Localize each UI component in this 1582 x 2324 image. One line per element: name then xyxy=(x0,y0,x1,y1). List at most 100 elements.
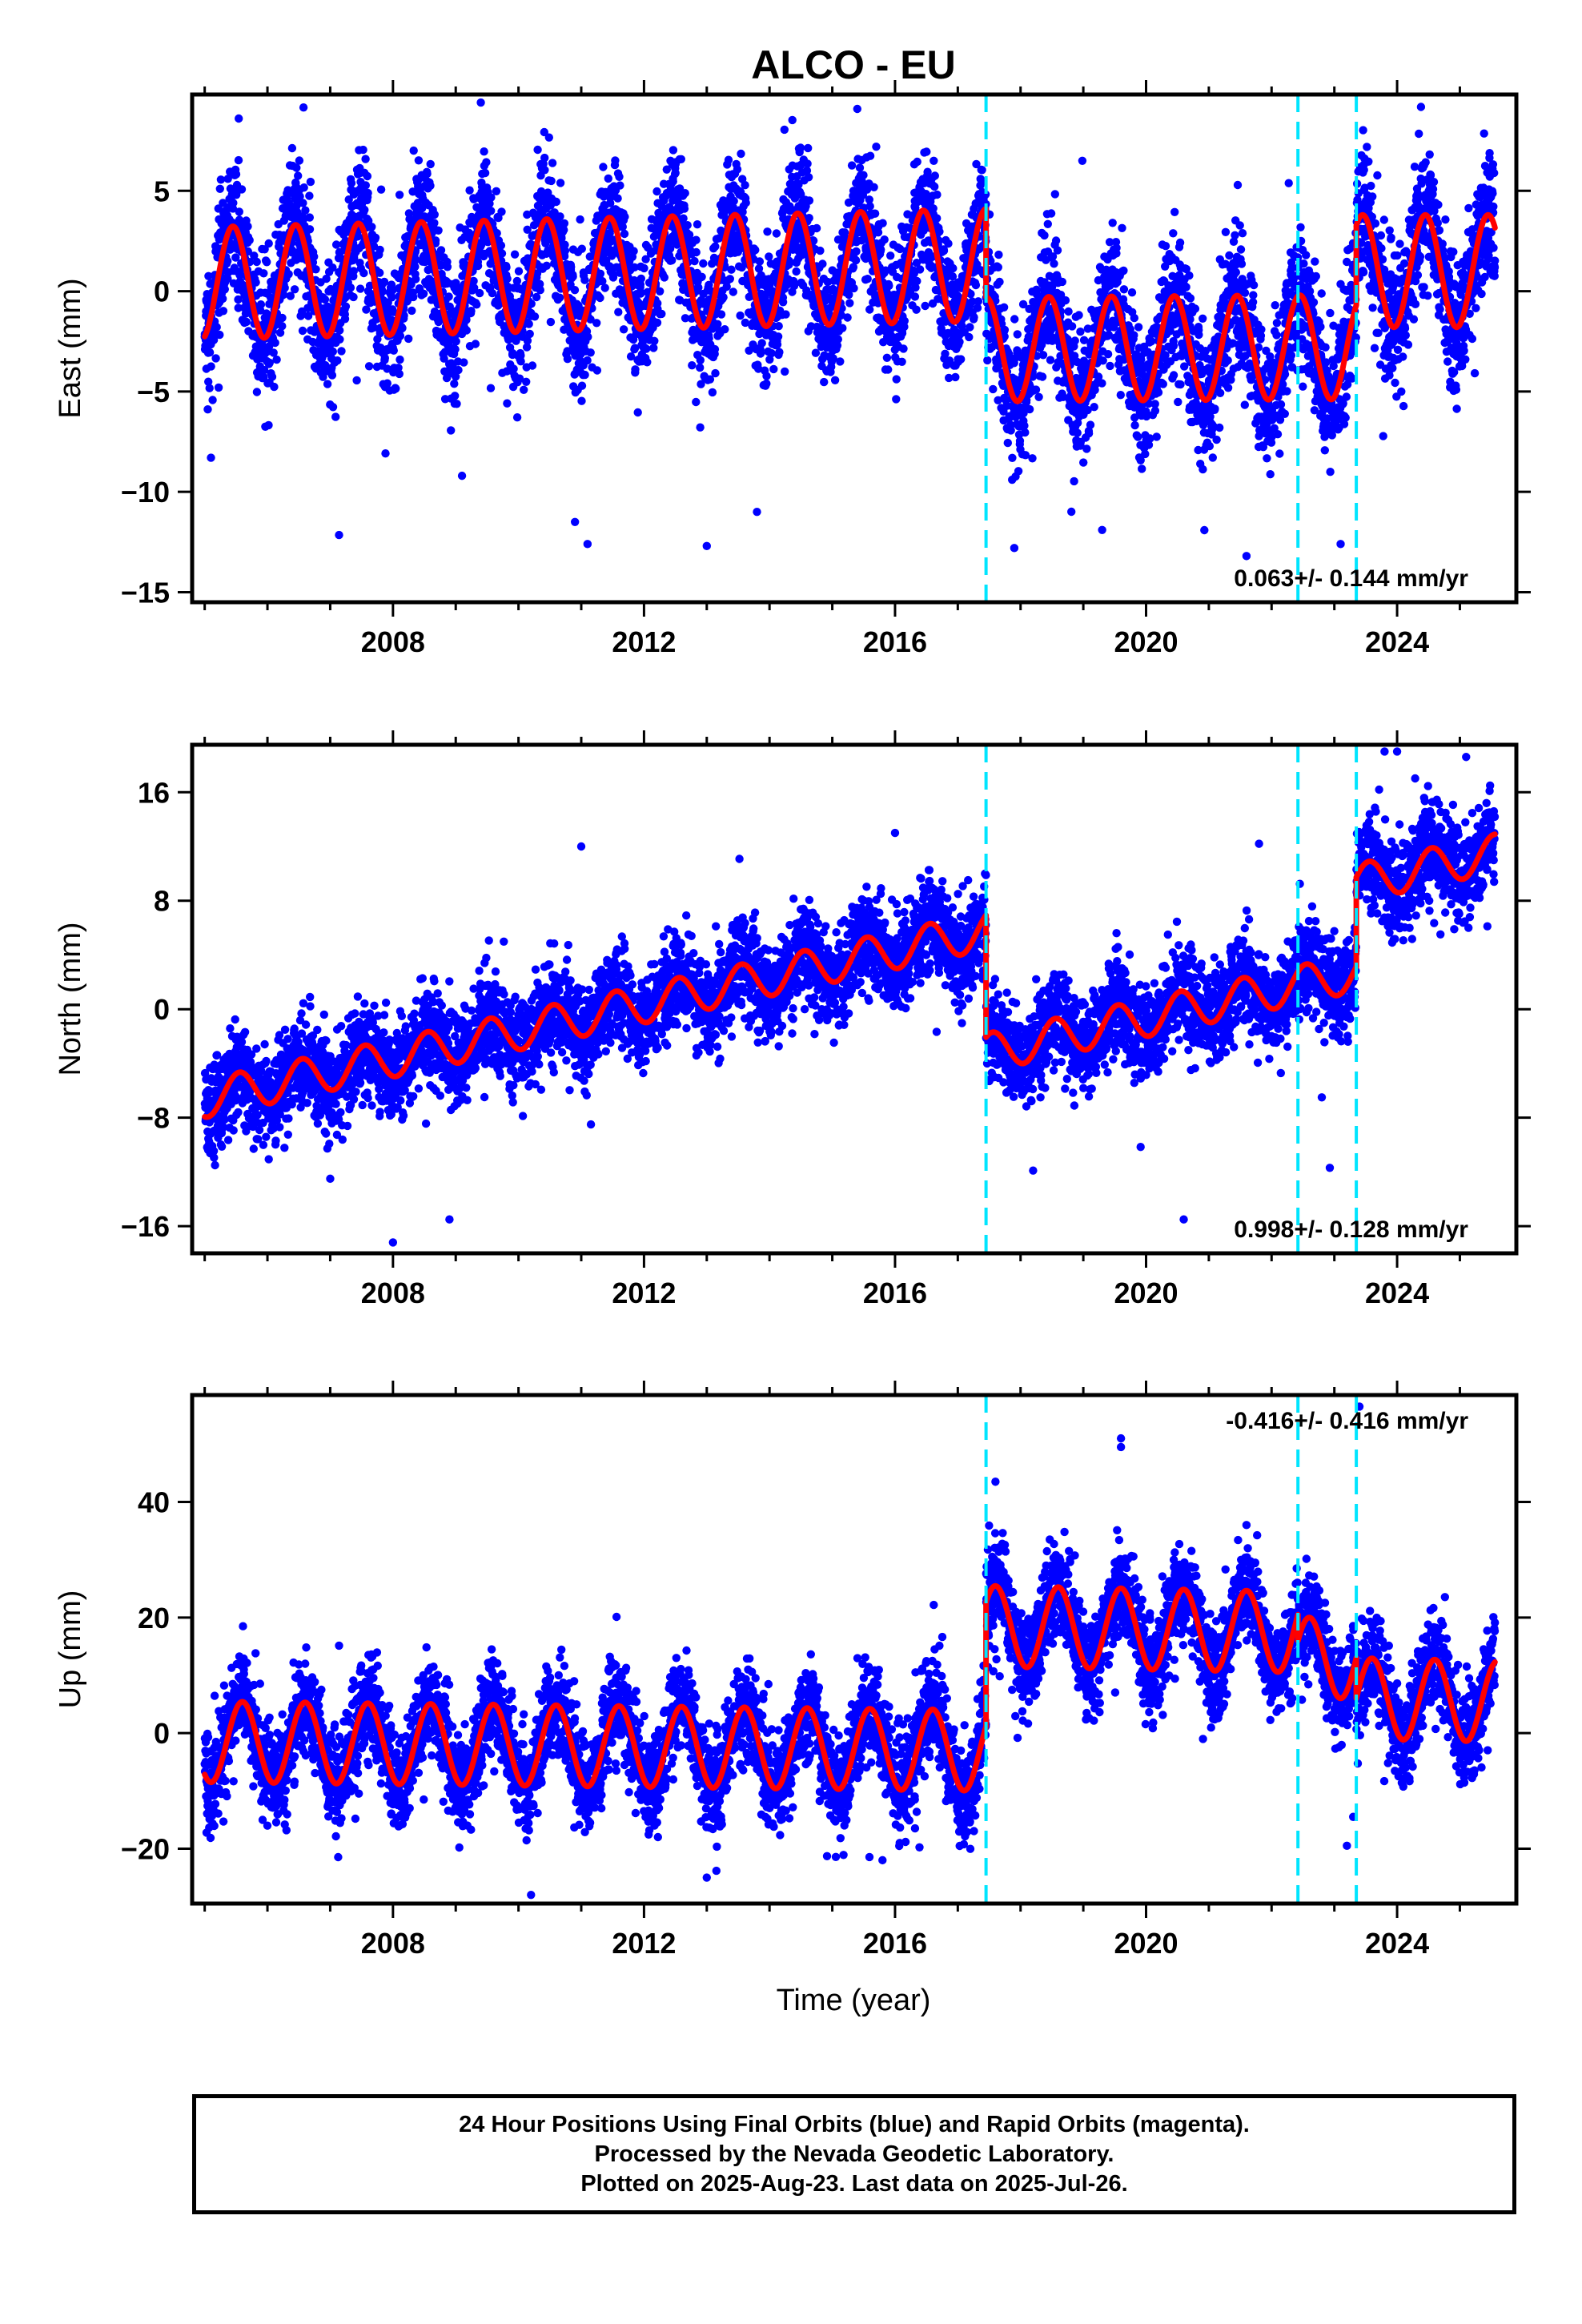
data-point xyxy=(1098,379,1106,388)
data-point xyxy=(1130,331,1138,340)
data-point xyxy=(1015,436,1025,445)
data-point xyxy=(209,336,219,344)
data-point xyxy=(721,325,729,334)
data-point xyxy=(1000,325,1010,335)
data-point xyxy=(613,194,622,203)
data-point xyxy=(280,283,289,292)
data-point xyxy=(792,267,801,276)
data-point xyxy=(400,311,408,320)
data-point xyxy=(451,392,460,400)
data-point xyxy=(207,362,215,371)
data-point xyxy=(863,275,872,283)
data-point xyxy=(223,274,232,283)
data-point xyxy=(1118,223,1126,232)
data-point xyxy=(503,399,512,408)
data-point xyxy=(383,379,391,388)
data-point xyxy=(369,242,379,251)
data-point xyxy=(570,286,580,295)
data-point xyxy=(234,155,243,165)
data-point xyxy=(1106,361,1114,371)
data-point xyxy=(430,210,439,219)
data-point xyxy=(234,304,243,312)
data-point xyxy=(204,377,213,386)
data-point xyxy=(762,372,771,380)
data-point xyxy=(305,191,314,200)
data-point xyxy=(652,318,662,328)
data-point xyxy=(1013,330,1022,339)
data-point xyxy=(409,146,418,155)
data-point xyxy=(669,177,677,186)
data-point xyxy=(922,147,931,156)
data-point xyxy=(367,223,376,231)
data-point xyxy=(278,322,287,331)
data-point xyxy=(364,362,374,371)
data-point xyxy=(727,265,736,274)
data-point xyxy=(487,207,496,215)
data-point xyxy=(1014,467,1023,476)
data-point xyxy=(845,299,854,308)
data-point xyxy=(1038,351,1048,360)
data-point xyxy=(1176,380,1185,389)
data-point xyxy=(544,133,553,142)
data-point xyxy=(522,377,531,386)
data-point xyxy=(774,322,783,331)
data-point xyxy=(696,363,705,372)
data-point xyxy=(804,143,813,153)
data-point xyxy=(697,272,706,281)
data-point xyxy=(270,382,279,392)
data-point xyxy=(878,219,887,227)
data-point xyxy=(359,145,367,155)
data-point xyxy=(364,216,373,225)
data-point xyxy=(480,147,488,156)
data-point xyxy=(1130,313,1139,323)
data-point xyxy=(1082,444,1091,453)
data-point xyxy=(643,358,652,367)
data-point xyxy=(847,161,857,170)
data-point xyxy=(471,340,480,348)
data-point xyxy=(290,285,299,294)
data-point xyxy=(935,227,944,236)
data-point xyxy=(355,284,365,293)
data-point xyxy=(853,104,862,114)
data-point xyxy=(855,163,865,172)
data-point xyxy=(1070,476,1078,486)
data-point xyxy=(509,364,518,373)
data-point xyxy=(677,155,685,163)
data-point xyxy=(812,223,821,233)
data-point xyxy=(376,185,386,194)
data-point xyxy=(365,281,375,290)
data-point xyxy=(362,305,371,314)
data-point xyxy=(915,265,925,274)
data-point xyxy=(1070,336,1079,345)
data-point xyxy=(353,232,363,241)
data-point xyxy=(604,174,612,183)
data-point xyxy=(264,239,273,248)
data-point xyxy=(719,293,728,302)
data-point xyxy=(680,204,689,213)
data-point xyxy=(710,344,720,354)
data-point xyxy=(331,412,340,421)
data-point xyxy=(275,328,285,337)
data-point xyxy=(260,245,269,254)
data-point xyxy=(480,168,490,178)
data-point xyxy=(452,400,461,408)
data-point xyxy=(563,355,572,364)
data-point xyxy=(882,353,892,362)
data-point xyxy=(884,365,893,374)
data-point xyxy=(819,377,829,387)
data-point xyxy=(220,285,229,294)
data-point xyxy=(215,330,224,340)
data-point xyxy=(741,181,749,190)
data-point xyxy=(696,356,705,364)
data-point xyxy=(1150,406,1160,416)
data-point xyxy=(1046,209,1056,218)
data-point xyxy=(642,344,651,353)
data-point xyxy=(966,323,974,332)
data-point xyxy=(1169,371,1178,380)
data-point xyxy=(497,249,507,258)
data-point xyxy=(237,185,247,194)
data-point xyxy=(836,357,845,366)
data-point xyxy=(259,269,268,278)
data-point xyxy=(363,188,372,198)
data-point xyxy=(216,175,226,184)
